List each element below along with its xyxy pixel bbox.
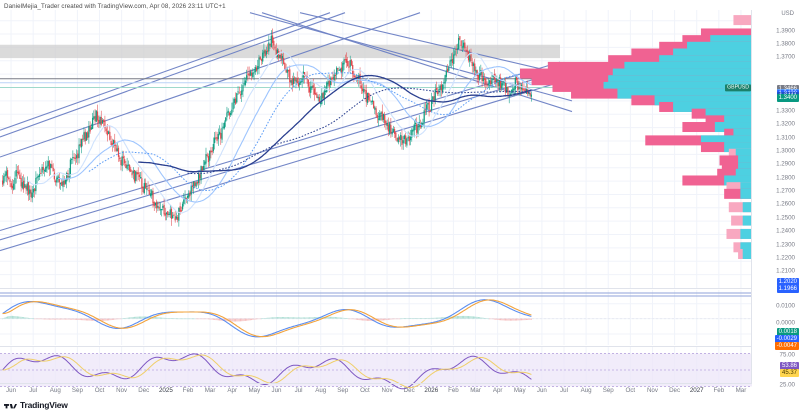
- time-tick-2027: 2027: [689, 387, 704, 394]
- footer-brand[interactable]: TradingView: [4, 400, 68, 410]
- price-pane[interactable]: [0, 10, 752, 288]
- time-tick-May: May: [513, 387, 526, 394]
- price-tick-1-2300: 1.2300: [776, 241, 795, 249]
- price-tick-1-2100: 1.2100: [776, 267, 795, 275]
- time-tick-Oct: Oct: [94, 387, 105, 394]
- price-tick-1-2700: 1.2700: [776, 187, 795, 195]
- macd-pane[interactable]: [0, 290, 752, 345]
- time-tick-Nov: Nov: [381, 387, 393, 394]
- time-tick-Dec: Dec: [669, 387, 681, 394]
- rsi-plot: [0, 347, 752, 393]
- time-tick-Jun: Jun: [536, 387, 547, 394]
- price-badge-1-3466: 1.3466: [776, 84, 799, 93]
- price-axis[interactable]: USD 1.3900 1.3800 1.3700 1.3300 1.3200 1.3100…: [751, 10, 800, 389]
- time-tick-Nov: Nov: [646, 387, 658, 394]
- time-tick-Feb: Feb: [448, 387, 459, 394]
- time-tick-Feb: Feb: [713, 387, 725, 394]
- price-tick-1-3300: 1.3300: [776, 107, 795, 115]
- price-tick-1-3700: 1.3700: [776, 53, 795, 61]
- time-tick-2025: 2025: [158, 387, 173, 394]
- tradingview-wordmark: TradingView: [20, 400, 68, 410]
- chart-panes[interactable]: [0, 10, 752, 393]
- time-tick-Dec: Dec: [403, 387, 415, 394]
- time-tick-Mar: Mar: [735, 387, 747, 394]
- price-axis-currency: USD: [781, 11, 794, 17]
- time-tick-Aug: Aug: [315, 387, 327, 394]
- time-tick-Jun: Jun: [271, 387, 282, 394]
- price-tick-1-2800: 1.2800: [776, 174, 795, 182]
- rsi-pane[interactable]: [0, 347, 752, 393]
- macd-tick-0-0000: 0.0000: [776, 319, 795, 327]
- price-tick-1-3100: 1.3100: [776, 134, 795, 142]
- time-tick-Mar: Mar: [204, 387, 216, 394]
- time-tick-May: May: [248, 387, 261, 394]
- time-tick-Sep: Sep: [71, 387, 83, 394]
- price-tick-1-2400: 1.2400: [776, 227, 795, 235]
- price-badge-1-1966: 1.1966: [776, 285, 799, 294]
- price-plot: [0, 10, 752, 288]
- price-tick-1-3900: 1.3900: [776, 27, 795, 35]
- price-tick-1-3200: 1.3200: [776, 120, 795, 128]
- time-tick-Apr: Apr: [227, 387, 238, 394]
- attribution-text: DanielMejia_Trader created with TradingV…: [4, 3, 226, 10]
- price-badge-1-3400: 1.3400: [776, 93, 799, 102]
- time-tick-Nov: Nov: [116, 387, 128, 394]
- price-tick-1-3000: 1.3000: [776, 147, 795, 155]
- time-tick-Sep: Sep: [337, 387, 349, 394]
- time-tick-Jun: Jun: [6, 387, 17, 394]
- rsi-tick-75-00: 75.00: [779, 351, 795, 359]
- time-tick-Aug: Aug: [580, 387, 592, 394]
- time-tick-Apr: Apr: [492, 387, 503, 394]
- price-tick-1-2900: 1.2900: [776, 160, 795, 168]
- time-tick-Jul: Jul: [294, 387, 303, 394]
- volume-profile-tag: GBPUSD: [725, 83, 751, 92]
- price-tick-1-2600: 1.2600: [776, 200, 795, 208]
- price-tick-1-2500: 1.2500: [776, 214, 795, 222]
- rsi-badge-0: 53.86: [779, 362, 799, 370]
- tradingview-logo-icon: [4, 403, 17, 408]
- rsi-badge-1: 45.37: [779, 369, 799, 377]
- time-tick-Sep: Sep: [602, 387, 614, 394]
- rsi-tick-25-00: 25.00: [779, 381, 795, 389]
- pane-divider-2: [0, 346, 752, 347]
- time-tick-Oct: Oct: [625, 387, 636, 394]
- macd-badge-1: -0.0029: [774, 335, 799, 343]
- pane-divider-1: [0, 288, 752, 289]
- macd-badge-2: -0.0047: [774, 342, 799, 350]
- time-tick-Jul: Jul: [560, 387, 568, 394]
- price-tick-1-3800: 1.3800: [776, 40, 795, 48]
- time-tick-Feb: Feb: [182, 387, 194, 394]
- time-tick-Oct: Oct: [360, 387, 370, 394]
- macd-tick-0-0100: 0.0100: [776, 302, 795, 310]
- time-tick-Dec: Dec: [138, 387, 150, 394]
- time-tick-Aug: Aug: [49, 387, 61, 394]
- macd-plot: [0, 290, 752, 345]
- price-badge-1-2020: 1.2020: [776, 277, 799, 286]
- price-tick-1-2200: 1.2200: [776, 254, 795, 262]
- time-axis[interactable]: Jun Jul Aug Sep Oct Nov Dec 2025 Feb Mar Apr May Jun…: [0, 383, 752, 399]
- time-tick-2026: 2026: [424, 387, 439, 394]
- time-tick-Jul: Jul: [29, 387, 38, 394]
- macd-badge-0: 0.0018: [776, 328, 799, 336]
- time-tick-Mar: Mar: [470, 387, 481, 394]
